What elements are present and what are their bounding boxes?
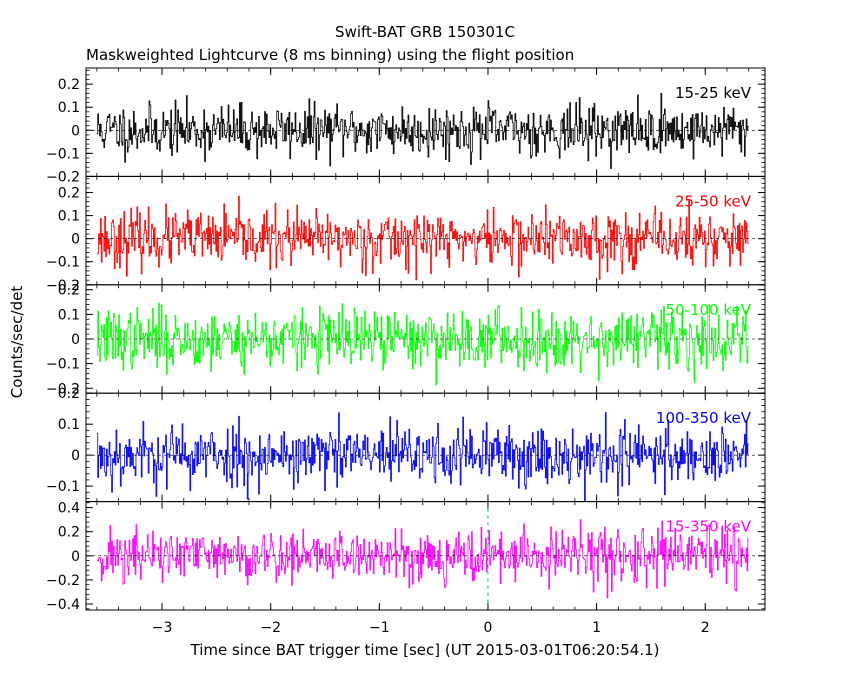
panel-4: −0.1 0 0.1 0.2 100-350 keV: [46, 386, 766, 503]
y-tick-label-4-1: 0: [71, 448, 80, 464]
y-tick-label-5-0: −0.4: [46, 597, 80, 613]
band-label-4: 100-350 keV: [656, 409, 752, 427]
y-tick-label-4-0: −0.1: [46, 479, 80, 495]
x-tick-label-1: −2: [260, 620, 281, 636]
chart-title: Swift-BAT GRB 150301C: [335, 23, 515, 41]
y-tick-label-4-3: 0.2: [58, 386, 80, 402]
series-2: [96, 195, 749, 281]
y-tick-label-3-0: −0.2: [46, 381, 80, 397]
panel-3: −0.2 −0.1 0 0.1 0.2 50-100 keV: [46, 283, 766, 397]
series-1: [96, 93, 749, 169]
band-label-5: 15-350 keV: [665, 518, 751, 536]
y-tick-label-1-4: 0.2: [58, 77, 80, 93]
y-tick-label-3-1: −0.1: [46, 357, 80, 373]
y-axis-label: Counts/sec/det: [8, 286, 26, 399]
x-tick-label-0: −3: [152, 620, 173, 636]
y-tick-label-4-2: 0.1: [58, 417, 80, 433]
y-tick-label-1-0: −0.2: [46, 169, 80, 185]
y-tick-label-1-3: 0.1: [58, 100, 80, 116]
y-tick-label-2-3: 0.1: [58, 209, 80, 225]
chart-subtitle: Maskweighted Lightcurve (8 ms binning) u…: [86, 46, 574, 64]
x-tick-label-5: 2: [701, 620, 710, 636]
series-4: [96, 412, 749, 502]
x-tick-label-4: 1: [592, 620, 601, 636]
series-5: [96, 519, 749, 599]
y-tick-label-1-1: −0.1: [46, 146, 80, 162]
y-tick-label-2-4: 0.2: [58, 186, 80, 202]
y-tick-label-3-3: 0.1: [58, 307, 80, 323]
panel-5: −0.4 −0.2 0 0.2 0.4 15-350 keV: [46, 501, 766, 613]
y-tick-label-5-3: 0.2: [58, 525, 80, 541]
x-axis-label: Time since BAT trigger time [sec] (UT 20…: [190, 641, 660, 659]
panel-1: −0.2 −0.1 0 0.1 0.2 15-25 keV: [46, 67, 766, 185]
band-label-2: 25-50 keV: [675, 192, 752, 210]
y-tick-label-2-2: 0: [71, 232, 80, 248]
band-label-1: 15-25 keV: [675, 84, 752, 102]
panel-2: −0.2 −0.1 0 0.1 0.2 25-50 keV: [46, 175, 766, 294]
x-tick-label-2: −1: [369, 620, 390, 636]
y-tick-label-5-2: 0: [71, 549, 80, 565]
y-tick-label-2-1: −0.1: [46, 255, 80, 271]
y-tick-label-5-1: −0.2: [46, 573, 80, 589]
series-3: [96, 302, 749, 386]
band-label-3: 50-100 keV: [665, 301, 751, 319]
y-tick-label-3-2: 0: [71, 332, 80, 348]
y-tick-label-3-4: 0.2: [58, 283, 80, 299]
y-tick-label-5-4: 0.4: [58, 501, 80, 517]
y-tick-label-2-0: −0.2: [46, 278, 80, 294]
y-tick-label-1-2: 0: [71, 123, 80, 139]
panels-group: −0.2 −0.1 0 0.1 0.2 15-25 keV −0.2 −0.1 0 0.1 0.2 2…: [46, 67, 766, 636]
x-tick-label-3: 0: [484, 620, 493, 636]
